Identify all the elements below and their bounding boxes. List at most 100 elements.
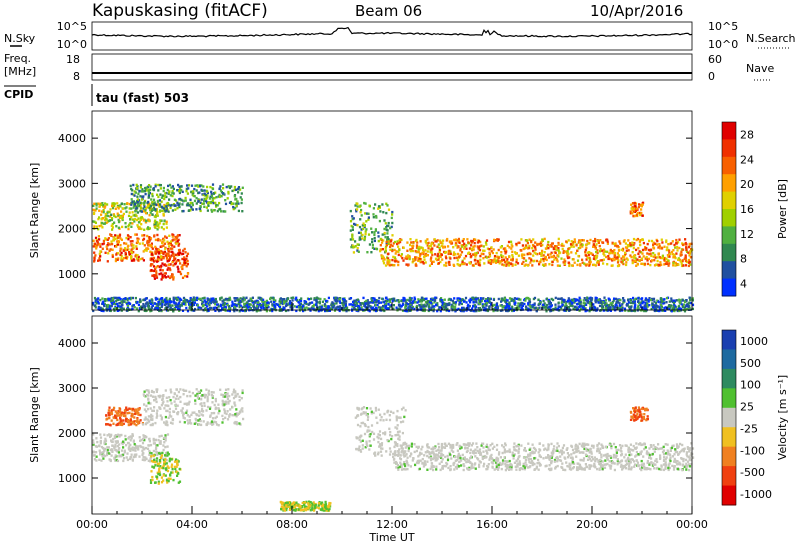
range-gate-cell	[520, 254, 523, 257]
range-gate-cell	[152, 187, 155, 190]
range-gate-cell	[209, 185, 212, 189]
range-gate-cell	[140, 445, 143, 449]
range-gate-cell	[623, 253, 627, 257]
freq-tick-bottom: 8	[73, 70, 80, 83]
range-gate-cell	[506, 309, 509, 313]
range-gate-cell	[480, 244, 483, 247]
range-gate-cell	[631, 208, 634, 212]
range-gate-cell	[137, 309, 140, 313]
range-gate-cell	[565, 300, 568, 304]
range-gate-cell	[631, 261, 634, 265]
range-gate-cell	[576, 263, 579, 267]
range-gate-cell	[292, 296, 295, 299]
range-gate-cell	[241, 309, 245, 312]
nsky-tick-top: 10^5	[57, 20, 87, 33]
range-gate-cell	[566, 256, 570, 260]
range-gate-cell	[117, 257, 120, 260]
range-gate-cell	[150, 244, 153, 248]
range-gate-cell	[151, 453, 154, 457]
range-gate-cell	[149, 250, 152, 253]
range-gate-cell	[167, 210, 170, 213]
range-gate-cell	[219, 304, 222, 308]
range-gate-cell	[606, 242, 609, 245]
range-gate-cell	[519, 298, 522, 301]
range-gate-cell	[354, 240, 357, 243]
range-gate-cell	[243, 298, 246, 301]
range-gate-cell	[107, 219, 110, 223]
range-gate-cell	[178, 189, 181, 193]
range-gate-cell	[158, 222, 161, 225]
range-gate-cell	[250, 299, 253, 303]
range-gate-cell	[388, 264, 391, 267]
range-gate-cell	[361, 223, 364, 227]
range-gate-cell	[611, 307, 614, 311]
range-gate-cell	[336, 299, 339, 303]
range-gate-cell	[143, 203, 146, 206]
range-gate-cell	[466, 238, 469, 241]
range-gate-cell	[171, 260, 174, 264]
range-gate-cell	[417, 251, 420, 254]
range-gate-cell	[92, 301, 95, 305]
range-gate-cell	[670, 297, 673, 300]
range-gate-cell	[191, 300, 194, 304]
range-gate-cell	[380, 254, 383, 257]
range-gate-cell	[408, 257, 411, 261]
range-gate-cell	[575, 244, 578, 247]
range-gate-cell	[504, 256, 507, 259]
range-gate-cell	[393, 248, 396, 252]
range-gate-cell	[504, 249, 507, 252]
range-gate-cell	[146, 185, 150, 188]
range-gate-cell	[408, 296, 411, 300]
range-gate-cell	[192, 298, 196, 301]
range-gate-cell	[573, 297, 576, 301]
range-gate-cell	[515, 297, 519, 300]
range-gate-cell	[626, 258, 629, 261]
range-gate-cell	[546, 243, 549, 247]
range-gate-cell	[208, 201, 211, 204]
range-gate-cell	[558, 264, 561, 267]
range-gate-cell	[131, 251, 134, 254]
range-gate-cell	[387, 208, 391, 211]
range-gate-cell	[441, 258, 444, 261]
range-gate-cell	[111, 202, 114, 205]
range-gate-cell	[349, 229, 352, 232]
range-gate-cell	[422, 262, 425, 265]
range-gate-cell	[178, 306, 181, 310]
range-gate-cell	[384, 236, 387, 239]
range-gate-cell	[678, 258, 681, 261]
range-gate-cell	[361, 302, 364, 305]
range-gate-cell	[94, 298, 98, 301]
range-gate-cell	[120, 238, 123, 241]
range-gate-cell	[498, 262, 501, 265]
range-gate-cell	[148, 444, 151, 447]
range-gate-cell	[93, 220, 96, 223]
range-gate-cell	[368, 309, 371, 313]
range-gate-cell	[419, 240, 422, 243]
range-gate-cell	[614, 244, 617, 247]
range-gate-cell	[621, 303, 624, 306]
range-gate-cell	[526, 239, 529, 243]
range-gate-cell	[657, 300, 660, 304]
range-gate-cell	[151, 207, 154, 211]
range-gate-cell	[390, 216, 393, 220]
range-gate-cell	[645, 255, 648, 259]
range-gate-cell	[564, 250, 567, 253]
range-gate-cell	[542, 303, 545, 306]
range-gate-cell	[633, 207, 636, 210]
range-gate-cell	[586, 309, 589, 312]
range-gate-cell	[364, 212, 367, 215]
range-gate-cell	[604, 305, 607, 308]
range-gate-cell	[130, 192, 133, 196]
range-gate-cell	[388, 261, 391, 264]
range-gate-cell	[95, 459, 98, 462]
range-gate-cell	[379, 249, 382, 253]
range-gate-cell	[103, 304, 106, 308]
range-gate-cell	[355, 298, 358, 302]
range-gate-cell	[147, 194, 150, 197]
range-gate-cell	[620, 260, 623, 264]
range-gate-cell	[373, 239, 376, 243]
range-gate-cell	[609, 248, 612, 252]
range-gate-cell	[130, 187, 133, 191]
range-gate-cell	[256, 306, 259, 309]
range-gate-cell	[439, 260, 442, 264]
